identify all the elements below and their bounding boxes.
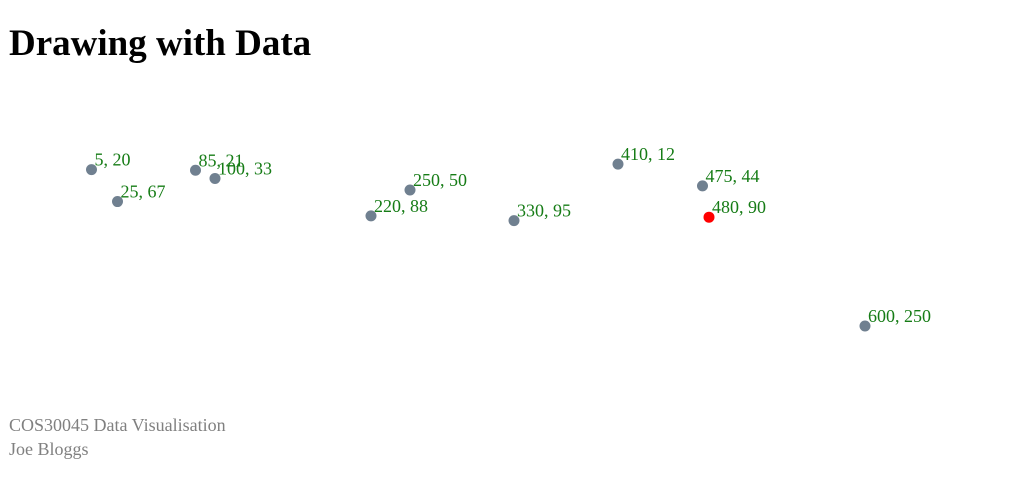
data-point-label: 410, 12: [621, 144, 675, 164]
data-point-label: 25, 67: [121, 182, 166, 202]
data-point: [612, 158, 624, 170]
data-point: [209, 172, 221, 184]
data-point: [703, 211, 715, 223]
page-title: Drawing with Data: [9, 23, 312, 64]
data-point-label: 250, 50: [413, 170, 467, 190]
data-point: [859, 320, 871, 332]
data-point: [365, 210, 377, 222]
data-point: [112, 196, 123, 208]
data-point-label: 220, 88: [374, 196, 428, 216]
data-point: [404, 184, 416, 196]
data-point: [86, 164, 97, 176]
data-point-label: 5, 20: [95, 150, 131, 170]
data-point-label: 475, 44: [706, 166, 760, 186]
data-point-label: 330, 95: [517, 201, 571, 221]
data-point: [697, 180, 708, 192]
footer: COS30045 Data Visualisation Joe Bloggs: [9, 413, 226, 461]
footer-course: COS30045 Data Visualisation: [9, 415, 226, 435]
data-point-label: 100, 33: [218, 158, 272, 178]
data-point: [190, 164, 201, 176]
footer-author: Joe Bloggs: [9, 439, 89, 459]
data-point-label: 85, 21: [199, 150, 244, 170]
data-point-label: 600, 250: [868, 306, 931, 326]
data-point: [508, 215, 520, 227]
data-point-label: 480, 90: [712, 197, 766, 217]
